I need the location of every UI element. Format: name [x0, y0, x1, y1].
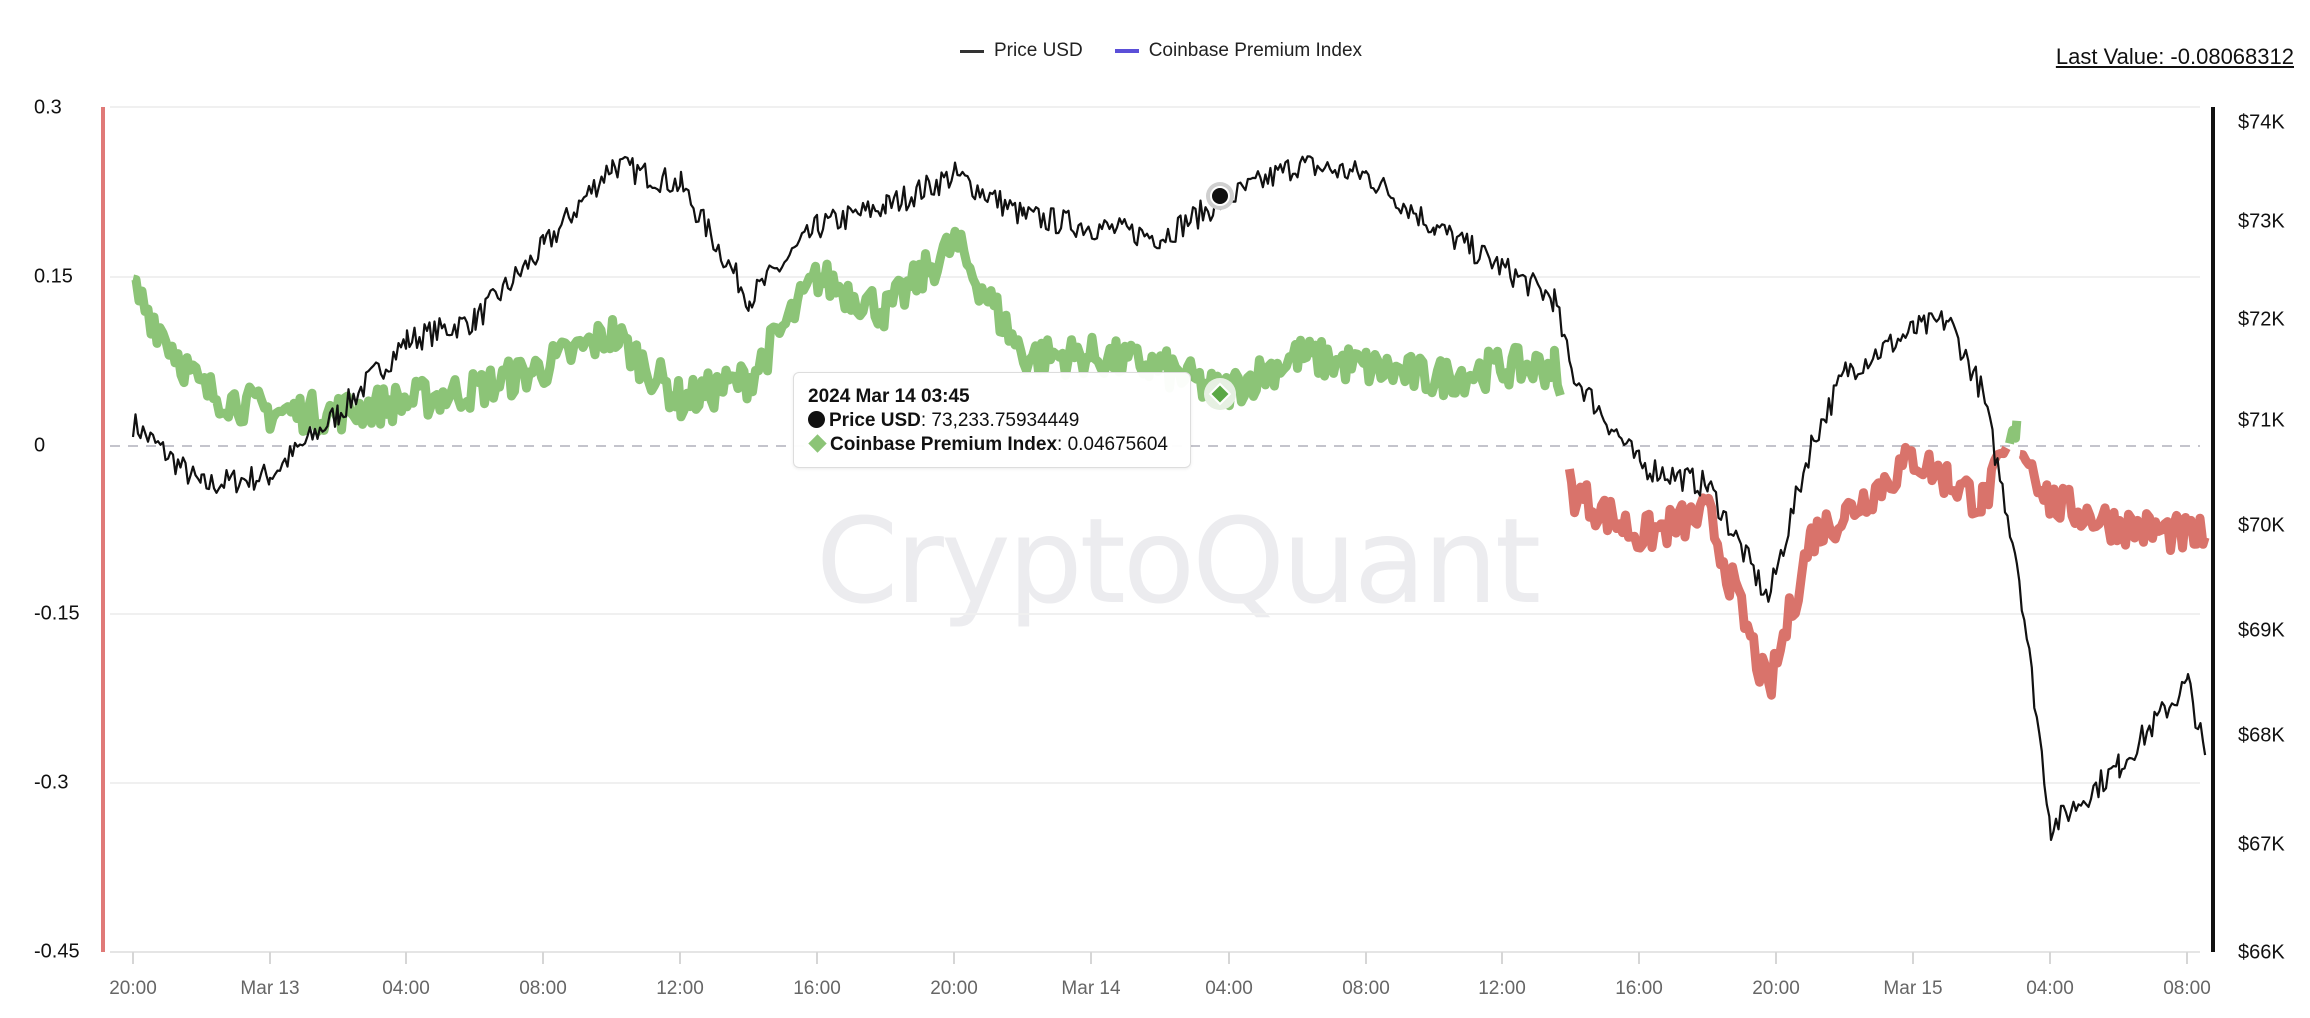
x-tick: 20:00 — [1752, 978, 1800, 999]
gridlines — [110, 106, 2200, 784]
x-tick: 20:00 — [109, 978, 157, 999]
x-tick: 08:00 — [2163, 978, 2211, 999]
y-tick-right: $70K — [2238, 514, 2285, 537]
tooltip-price-label: Price USD — [829, 410, 921, 431]
x-tick: 20:00 — [930, 978, 978, 999]
tooltip-row-premium: Coinbase Premium Index: 0.04675604 — [808, 433, 1176, 457]
y-tick-right: $71K — [2238, 409, 2285, 432]
legend-label: Coinbase Premium Index — [1148, 40, 1363, 61]
y-tick-right: $67K — [2238, 833, 2285, 856]
x-tick: 08:00 — [1342, 978, 1390, 999]
price-hover-marker-icon — [1210, 186, 1230, 206]
y-tick-left: 0 — [34, 434, 46, 457]
y-tick-right: $66K — [2238, 941, 2285, 964]
x-tick: 08:00 — [519, 978, 567, 999]
y-tick-right: $72K — [2238, 308, 2285, 331]
tooltip-price-value: : 73,233.75934449 — [920, 410, 1080, 431]
x-tick: 12:00 — [1478, 978, 1526, 999]
premium-hover-marker-icon — [1208, 382, 1232, 406]
premium-negative-series — [1564, 442, 2210, 700]
legend-label: Price USD — [994, 40, 1083, 61]
x-tick: 16:00 — [793, 978, 841, 999]
diamond-marker-icon — [808, 434, 827, 453]
legend-item-coinbase-premium-index[interactable]: Coinbase Premium Index — [1114, 40, 1363, 62]
y-tick-left: -0.45 — [34, 940, 80, 963]
price-usd-series — [131, 155, 2207, 841]
tooltip-row-price: Price USD: 73,233.75934449 — [808, 409, 1176, 433]
tooltip-premium-value: : 0.04675604 — [1057, 434, 1168, 455]
y-tick-left: -0.15 — [34, 602, 80, 625]
chart-legend: Price USD Coinbase Premium Index — [960, 40, 1362, 62]
x-tick: Mar 15 — [1883, 978, 1943, 999]
x-tick: 16:00 — [1615, 978, 1663, 999]
legend-item-price-usd[interactable]: Price USD — [960, 40, 1083, 62]
chart-tooltip: 2024 Mar 14 03:45 Price USD: 73,233.7593… — [793, 372, 1191, 468]
x-tick: Mar 13 — [240, 978, 300, 999]
x-tick: 04:00 — [2026, 978, 2074, 999]
x-tick: 04:00 — [1205, 978, 1253, 999]
y-tick-right: $74K — [2238, 111, 2285, 134]
x-tick: Mar 14 — [1061, 978, 1121, 999]
line-swatch-icon — [960, 49, 984, 53]
y-tick-right: $69K — [2238, 619, 2285, 642]
line-swatch-icon — [1114, 49, 1139, 53]
circle-marker-icon — [808, 411, 825, 428]
tooltip-premium-label: Coinbase Premium Index — [830, 434, 1058, 455]
x-tick: 04:00 — [382, 978, 430, 999]
premium-positive-series — [131, 226, 2022, 445]
y-tick-right: $68K — [2238, 724, 2285, 747]
x-tick: 12:00 — [656, 978, 704, 999]
y-tick-left: -0.3 — [34, 771, 69, 794]
y-tick-right: $73K — [2238, 210, 2285, 233]
y-tick-left: 0.3 — [34, 96, 62, 119]
y-tick-left: 0.15 — [34, 265, 73, 288]
x-tick-marks — [132, 952, 2188, 964]
tooltip-date: 2024 Mar 14 03:45 — [808, 386, 970, 407]
last-value-link[interactable]: Last Value: -0.08068312 — [2055, 44, 2294, 69]
